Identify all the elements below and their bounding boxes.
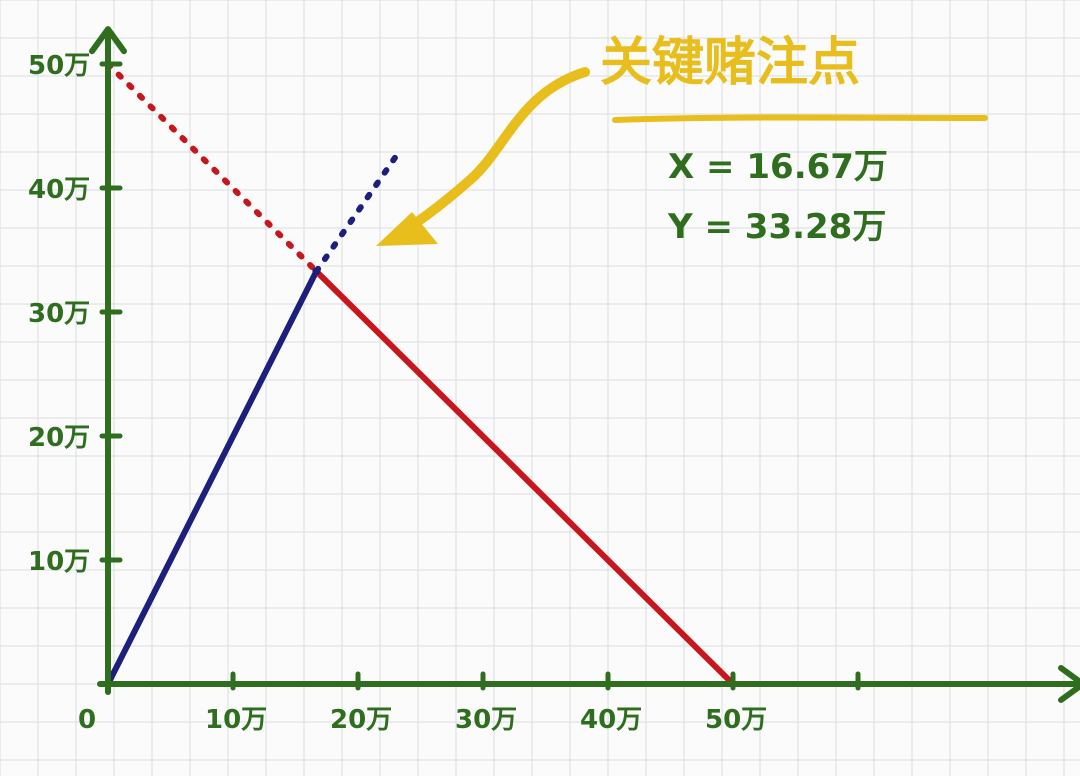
- x-tick-label: 20万: [330, 705, 392, 735]
- y-tick-label: 20万: [28, 423, 90, 453]
- annotation-x-value: X = 16.67万: [668, 147, 888, 187]
- x-tick-label: 40万: [580, 705, 642, 735]
- series-layer: [105, 61, 736, 687]
- series-2-dotted-line: [105, 61, 320, 275]
- tick-layer: 0 10万 20万 30万 40万 50万 10万 20万 30万 40万 50万: [28, 51, 861, 735]
- annotation-layer: 关键赌注点 X = 16.67万 Y = 33.28万: [376, 33, 988, 247]
- annotation-arrow-shaft: [387, 67, 590, 243]
- x-axis-arrow: [1058, 665, 1080, 703]
- y-tick-label: 50万: [28, 51, 90, 81]
- chart-axes: [89, 26, 1080, 703]
- y-axis-arrow: [89, 26, 127, 55]
- y-tick-label: 30万: [28, 299, 90, 329]
- series-1-solid-line: [105, 268, 320, 687]
- series-2-solid-line: [313, 268, 736, 687]
- annotation-underline: [612, 114, 988, 123]
- y-tick-label: 10万: [28, 547, 90, 577]
- x-tick-label: 10万: [205, 705, 267, 735]
- x-tick-label: 0: [78, 705, 96, 735]
- x-tick-label: 50万: [705, 705, 767, 735]
- y-tick-label: 40万: [28, 175, 90, 205]
- annotation-arrow-head: [376, 212, 438, 246]
- annotation-title: 关键赌注点: [600, 33, 860, 93]
- annotation-y-value: Y = 33.28万: [667, 207, 886, 247]
- series-1-dotted-line: [313, 154, 399, 275]
- intersection-point: [312, 267, 321, 276]
- x-tick-label: 30万: [455, 705, 517, 735]
